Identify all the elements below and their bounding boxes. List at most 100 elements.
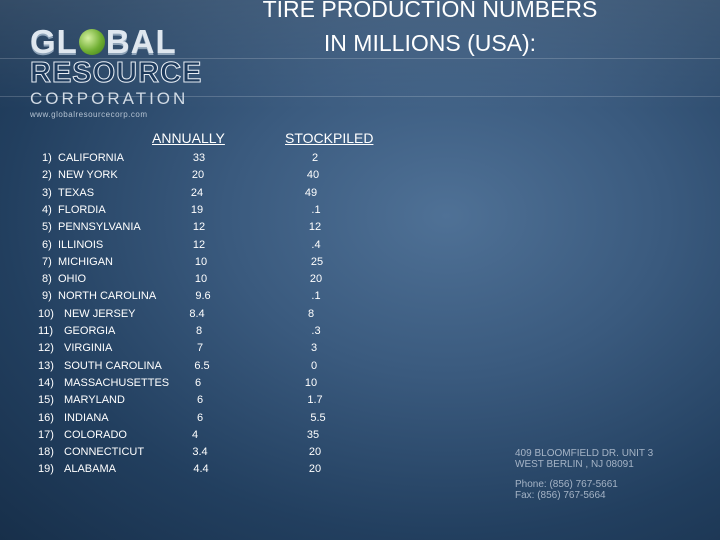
- stockpiled-value: .1: [311, 203, 321, 216]
- state-name: VIRGINIA: [64, 342, 113, 355]
- column-header-stockpiled: STOCKPILED: [285, 130, 374, 146]
- table-row: 10) NEW JERSEY 8.4 8: [0, 306, 720, 323]
- state-name: NEW JERSEY: [64, 307, 136, 320]
- annual-value: 33: [192, 152, 206, 164]
- row-number: 17): [38, 428, 54, 441]
- logo-url: www.globalresourcecorp.com: [30, 110, 148, 119]
- annual-value: 4: [191, 428, 199, 441]
- table-row: 8) OHIO 10 20: [0, 271, 720, 288]
- annual-value: 10: [194, 273, 208, 286]
- table-row: 4) FLORDIA 19 .1: [0, 202, 720, 219]
- annual-value: 8.4: [189, 307, 205, 320]
- table-row: 19) ALABAMA 4.4 20: [0, 461, 720, 478]
- state-name: NEW YORK: [58, 169, 118, 182]
- table-row: 6) ILLINOIS 12 .4: [0, 237, 720, 254]
- row-number: 18): [38, 446, 54, 459]
- stockpiled-value: 20: [309, 273, 323, 286]
- annual-value: 19: [190, 203, 204, 216]
- annual-value: 4.4: [193, 463, 209, 476]
- stockpiled-value: 0: [310, 359, 318, 372]
- annual-value: 8: [195, 325, 203, 337]
- annual-value: 6: [194, 376, 202, 389]
- header-band: [0, 0, 720, 110]
- stockpiled-value: 25: [310, 255, 324, 268]
- row-number: 15): [38, 394, 54, 407]
- phone-number: Phone: (856) 767-5661: [515, 479, 618, 490]
- page-title: TIRE PRODUCTION NUMBERS IN MILLIONS (USA…: [255, 0, 605, 60]
- divider-line: [0, 96, 720, 97]
- annual-value: 6: [196, 411, 204, 424]
- column-header-annually: ANNUALLY: [152, 130, 225, 146]
- row-number: 11): [38, 325, 54, 337]
- stockpiled-value: 8: [307, 307, 315, 320]
- row-number: 7): [42, 255, 52, 268]
- state-name: INDIANA: [64, 411, 109, 424]
- state-name: TEXAS: [58, 186, 95, 199]
- row-number: 2): [42, 169, 52, 182]
- state-name: CONNECTICUT: [64, 446, 145, 459]
- annual-value: 9.6: [195, 290, 211, 303]
- stockpiled-value: 12: [308, 221, 322, 234]
- logo-wordmark-corporation: CORPORATION: [30, 89, 189, 108]
- table-row: 9) NORTH CAROLINA 9.6 .1: [0, 288, 720, 305]
- stockpiled-value: 49: [304, 186, 318, 199]
- stockpiled-value: 3: [310, 342, 318, 355]
- row-number: 9): [42, 290, 52, 303]
- stockpiled-value: 20: [308, 463, 322, 476]
- annual-value: 3.4: [192, 446, 208, 459]
- logo-wordmark-resource: RESOURCE: [30, 57, 203, 89]
- annual-value: 6: [196, 394, 204, 407]
- table-row: 18) CONNECTICUT 3.4 20: [0, 444, 720, 461]
- state-name: COLORADO: [64, 428, 127, 441]
- table-row: 1) CALIFORNIA 33 2: [0, 150, 720, 167]
- table-row: 17) COLORADO 4 35: [0, 427, 720, 444]
- row-number: 10): [38, 307, 54, 320]
- state-name: PENNSYLVANIA: [58, 221, 141, 234]
- stockpiled-value: 20: [308, 446, 322, 459]
- table-row: 13) SOUTH CAROLINA 6.5 0: [0, 358, 720, 375]
- stockpiled-value: .4: [311, 238, 321, 251]
- title-line-2: IN MILLIONS (USA):: [323, 30, 537, 56]
- annual-value: 12: [192, 238, 206, 251]
- row-number: 14): [38, 376, 54, 389]
- state-name: MASSACHUSETTES: [64, 376, 170, 389]
- row-number: 13): [38, 359, 54, 372]
- state-name: FLORDIA: [58, 203, 106, 216]
- state-name: GEORGIA: [64, 325, 116, 337]
- table-row: 12) VIRGINIA 7 3: [0, 340, 720, 357]
- state-name: ALABAMA: [64, 463, 116, 476]
- contact-info: 409 BLOOMFIELD DR. UNIT 3 WEST BERLIN , …: [515, 448, 653, 501]
- logo-wordmark-global: GL BAL: [30, 23, 177, 60]
- title-line-1: TIRE PRODUCTION NUMBERS: [262, 0, 598, 22]
- stockpiled-value: 40: [306, 169, 320, 182]
- row-number: 5): [42, 221, 52, 234]
- stockpiled-value: 35: [306, 428, 320, 441]
- table-row: 2) NEW YORK 20 40: [0, 167, 720, 184]
- state-name: OHIO: [58, 273, 87, 286]
- table-row: 7) MICHIGAN 10 25: [0, 254, 720, 271]
- address-line-2: WEST BERLIN , NJ 08091: [515, 459, 634, 470]
- stockpiled-value: 5.5: [310, 411, 326, 424]
- annual-value: 20: [191, 169, 205, 182]
- stockpiled-value: .3: [311, 325, 321, 337]
- company-logo: GL BAL RESOURCE CORPORATION www.globalres…: [30, 23, 203, 119]
- table-row: 3) TEXAS 24 49: [0, 185, 720, 202]
- state-name: MICHIGAN: [58, 255, 113, 268]
- annual-value: 6.5: [194, 359, 210, 372]
- row-number: 6): [42, 238, 52, 251]
- table-row: 11) GEORGIA 8 .3: [0, 323, 720, 340]
- state-name: ILLINOIS: [58, 238, 104, 251]
- state-name: CALIFORNIA: [58, 152, 125, 164]
- stockpiled-value: 2: [311, 152, 319, 164]
- table-row: 15) MARYLAND 6 1.7: [0, 392, 720, 409]
- state-name: MARYLAND: [64, 394, 125, 407]
- row-number: 1): [42, 152, 52, 164]
- annual-value: 10: [194, 255, 208, 268]
- annual-value: 7: [196, 342, 204, 355]
- row-number: 12): [38, 342, 54, 355]
- table-row: 5) PENNSYLVANIA 12 12: [0, 219, 720, 236]
- state-name: SOUTH CAROLINA: [64, 359, 162, 372]
- fax-number: Fax: (856) 767-5664: [515, 490, 606, 501]
- row-number: 4): [42, 203, 52, 216]
- table-row: 14) MASSACHUSETTES 6 10: [0, 375, 720, 392]
